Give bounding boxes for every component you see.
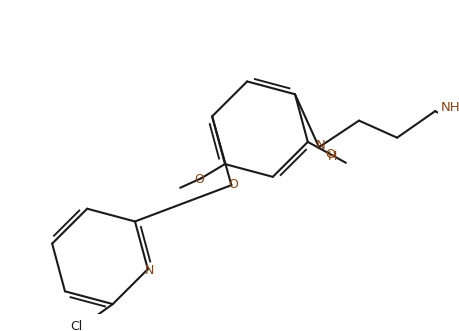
Text: O: O: [194, 173, 204, 186]
Text: N: N: [145, 263, 154, 277]
Text: N: N: [315, 139, 325, 152]
Text: NH: NH: [440, 101, 459, 114]
Text: Cl: Cl: [70, 320, 83, 331]
Text: O: O: [228, 178, 238, 191]
Text: H: H: [327, 150, 336, 163]
Text: O: O: [325, 148, 335, 161]
